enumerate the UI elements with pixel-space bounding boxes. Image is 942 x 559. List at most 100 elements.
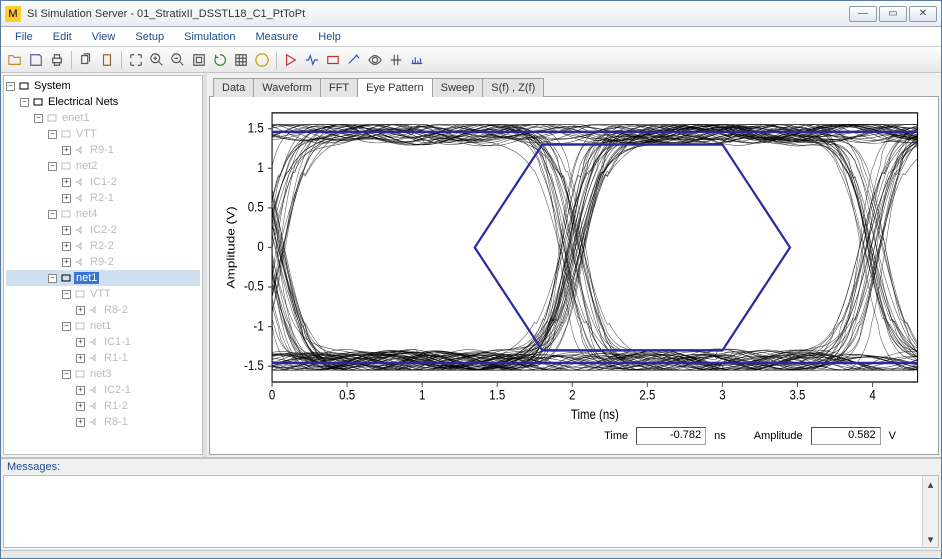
tab-data[interactable]: Data xyxy=(213,78,254,97)
zoom-window-icon[interactable] xyxy=(189,50,209,70)
tree-expand-icon[interactable]: + xyxy=(62,146,71,155)
tree-node[interactable]: +IC2-2 xyxy=(6,222,200,238)
save-icon[interactable] xyxy=(26,50,46,70)
tree-node[interactable]: −net1 xyxy=(6,318,200,334)
paste-icon[interactable] xyxy=(97,50,117,70)
tree-expand-icon[interactable]: + xyxy=(76,418,85,427)
tree-expand-icon[interactable]: − xyxy=(62,322,71,331)
menu-simulation[interactable]: Simulation xyxy=(174,29,245,45)
grid-icon[interactable] xyxy=(231,50,251,70)
tree-node[interactable]: +R9-1 xyxy=(6,142,200,158)
waveform-icon[interactable] xyxy=(302,50,322,70)
tree-node[interactable]: −net4 xyxy=(6,206,200,222)
scroll-down-icon[interactable]: ▾ xyxy=(923,531,938,547)
tab-waveform[interactable]: Waveform xyxy=(253,78,321,97)
tree-expand-icon[interactable]: − xyxy=(48,130,57,139)
tab-eye-pattern[interactable]: Eye Pattern xyxy=(357,78,432,97)
tree-expand-icon[interactable]: + xyxy=(76,386,85,395)
tree-expand-icon[interactable]: + xyxy=(76,338,85,347)
tree-node[interactable]: + IC1-1 xyxy=(6,334,200,350)
tree-node[interactable]: +R2-2 xyxy=(6,238,200,254)
scroll-up-icon[interactable]: ▴ xyxy=(923,476,938,492)
messages-scrollbar[interactable]: ▴ ▾ xyxy=(922,476,938,547)
svg-text:1: 1 xyxy=(257,160,263,175)
tree-node[interactable]: +IC2-1 xyxy=(6,382,200,398)
tree-expand-icon[interactable]: + xyxy=(76,306,85,315)
net-icon xyxy=(32,96,44,108)
pin-icon xyxy=(74,176,86,188)
run-icon[interactable] xyxy=(281,50,301,70)
zoom-in-icon[interactable] xyxy=(147,50,167,70)
spice-icon[interactable] xyxy=(323,50,343,70)
tree-expand-icon[interactable]: − xyxy=(48,162,57,171)
zoom-out-icon[interactable] xyxy=(168,50,188,70)
probe-icon[interactable] xyxy=(344,50,364,70)
tab-fft[interactable]: FFT xyxy=(320,78,358,97)
refresh-icon[interactable] xyxy=(210,50,230,70)
menu-view[interactable]: View xyxy=(82,29,126,45)
open-icon[interactable] xyxy=(5,50,25,70)
menu-edit[interactable]: Edit xyxy=(43,29,82,45)
tab-s-f-z-f-[interactable]: S(f) , Z(f) xyxy=(482,78,544,97)
tree-node[interactable]: + R1-2 xyxy=(6,398,200,414)
tree-expand-icon[interactable]: + xyxy=(62,178,71,187)
tree-node[interactable]: −System xyxy=(6,78,200,94)
pin-icon xyxy=(88,304,100,316)
tree-node[interactable]: −VTT xyxy=(6,126,200,142)
tree-node[interactable]: − net2 xyxy=(6,158,200,174)
menu-help[interactable]: Help xyxy=(308,29,351,45)
menu-setup[interactable]: Setup xyxy=(125,29,174,45)
tree-node[interactable]: +R8-1 xyxy=(6,414,200,430)
tree-node[interactable]: +IC1-2 xyxy=(6,174,200,190)
tree-expand-icon[interactable]: − xyxy=(34,114,43,123)
maximize-button[interactable]: ▭ xyxy=(879,6,907,22)
copy-icon[interactable] xyxy=(76,50,96,70)
tree-node[interactable]: −net1 xyxy=(6,270,200,286)
tree-node[interactable]: −net3 xyxy=(6,366,200,382)
tree-node[interactable]: +R8-2 xyxy=(6,302,200,318)
measure-icon[interactable] xyxy=(407,50,427,70)
tree-expand-icon[interactable]: + xyxy=(76,402,85,411)
messages-textarea[interactable]: ▴ ▾ xyxy=(3,475,939,548)
tree-label: net2 xyxy=(74,160,99,172)
tree-node[interactable]: −Electrical Nets xyxy=(6,94,200,110)
menu-file[interactable]: File xyxy=(5,29,43,45)
tree-expand-icon[interactable]: + xyxy=(62,194,71,203)
svg-text:1.5: 1.5 xyxy=(248,121,264,136)
tree-expand-icon[interactable]: − xyxy=(48,274,57,283)
eye-diagram-plot[interactable]: 00.511.522.533.54-1.5-1-0.500.511.5Time … xyxy=(220,103,928,424)
tree-label: IC1-1 xyxy=(102,336,133,348)
tree-node[interactable]: +R2-1 xyxy=(6,190,200,206)
net-icon xyxy=(60,208,72,220)
tree-expand-icon[interactable]: − xyxy=(62,290,71,299)
pin-icon xyxy=(88,336,100,348)
tree-expand-icon[interactable]: − xyxy=(6,82,15,91)
tree-node[interactable]: +R9-2 xyxy=(6,254,200,270)
tree-label: R1-2 xyxy=(102,400,130,412)
net-icon xyxy=(74,320,86,332)
smiley-icon[interactable] xyxy=(252,50,272,70)
tree-expand-icon[interactable]: + xyxy=(62,226,71,235)
tree-expand-icon[interactable]: − xyxy=(48,210,57,219)
menu-measure[interactable]: Measure xyxy=(245,29,308,45)
tree-expand-icon[interactable]: + xyxy=(62,258,71,267)
tree-pane[interactable]: −System−Electrical Nets−enet1−VTT+R9-1−n… xyxy=(3,75,203,455)
tree-node[interactable]: −enet1 xyxy=(6,110,200,126)
eye-icon[interactable] xyxy=(365,50,385,70)
tree-node[interactable]: +R1-1 xyxy=(6,350,200,366)
titlebar: M SI Simulation Server - 01_StratixII_DS… xyxy=(1,1,941,27)
zoom-fit-icon[interactable] xyxy=(126,50,146,70)
tree-expand-icon[interactable]: + xyxy=(76,354,85,363)
tree-expand-icon[interactable]: + xyxy=(62,242,71,251)
splitter-vertical[interactable] xyxy=(203,73,207,457)
messages-panel: Messages: ▴ ▾ xyxy=(1,458,941,550)
tree-expand-icon[interactable]: − xyxy=(62,370,71,379)
svg-text:2.5: 2.5 xyxy=(639,387,655,402)
tab-sweep[interactable]: Sweep xyxy=(432,78,484,97)
tree-node[interactable]: −VTT xyxy=(6,286,200,302)
minimize-button[interactable]: — xyxy=(849,6,877,22)
cursor-icon[interactable] xyxy=(386,50,406,70)
close-button[interactable]: ✕ xyxy=(909,6,937,22)
tree-expand-icon[interactable]: − xyxy=(20,98,29,107)
print-icon[interactable] xyxy=(47,50,67,70)
